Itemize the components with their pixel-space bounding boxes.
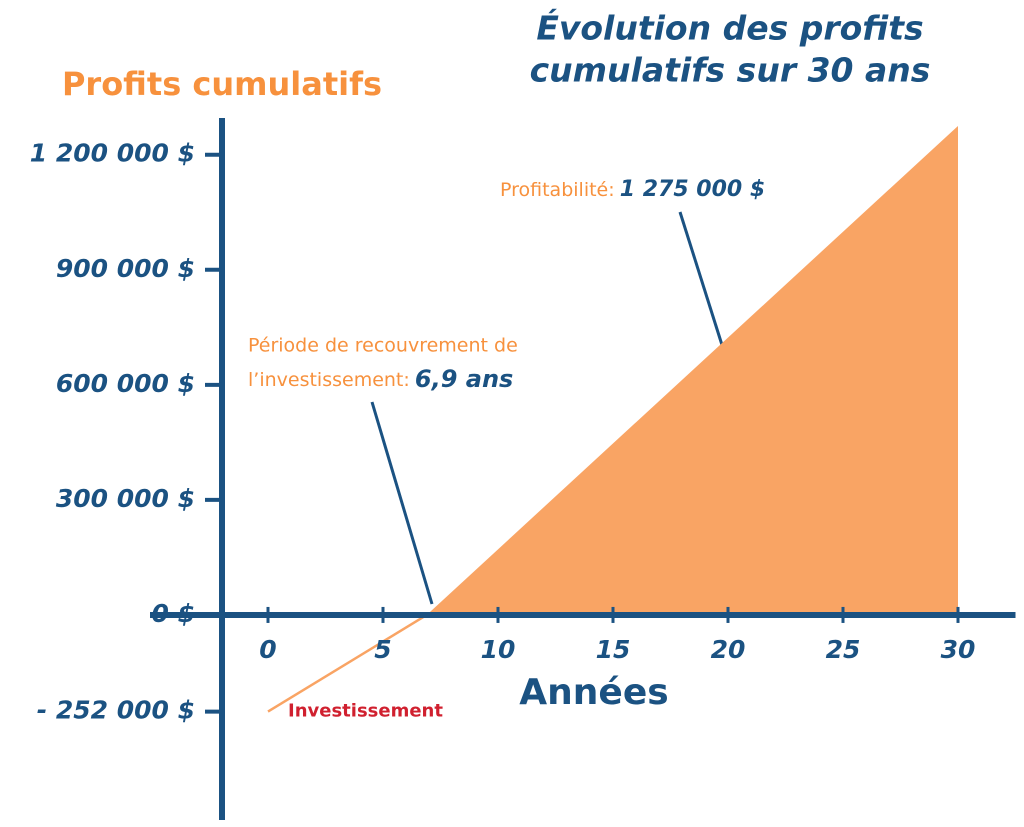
y-tick-label: 600 000 $ (56, 369, 195, 398)
x-tick-label: 30 (941, 635, 976, 664)
annotation-text: l’investissement: (248, 369, 410, 391)
annotation-pointer (370, 401, 434, 605)
annotation-value: 6,9 ans (415, 365, 513, 393)
y-tick-label: 1 200 000 $ (30, 139, 195, 168)
annotation-pointer (678, 211, 724, 346)
annotation-value: 1 275 000 $ (620, 177, 765, 202)
y-axis-label: Profits cumulatifs (62, 65, 382, 103)
x-tick-label: 20 (711, 635, 746, 664)
y-tick-label: 900 000 $ (56, 254, 195, 283)
x-tick-label: 10 (481, 635, 516, 664)
x-axis-label: Années (519, 672, 668, 713)
profit-annotation: Profitabilité: 1 275 000 $ (500, 177, 765, 202)
y-tick-label: - 252 000 $ (37, 696, 195, 725)
y-tick-label: 300 000 $ (56, 484, 195, 513)
chart-title: cumulatifs sur 30 ans (530, 51, 931, 90)
y-tick-label: 0 $ (152, 599, 196, 628)
x-tick-label: 15 (596, 635, 631, 664)
annotation-text: Période de recouvrement de (248, 335, 518, 357)
chart-title: Évolution des profits (536, 8, 923, 48)
x-tick-label: 5 (374, 635, 391, 664)
x-tick-label: 0 (259, 635, 276, 664)
area (426, 125, 958, 615)
annotation-text: Profitabilité: (500, 179, 615, 201)
payback-annotation: l’investissement: 6,9 ans (248, 365, 513, 393)
x-tick-label: 25 (826, 635, 861, 664)
line (267, 613, 428, 713)
annotation-text: Investissement (288, 701, 443, 722)
